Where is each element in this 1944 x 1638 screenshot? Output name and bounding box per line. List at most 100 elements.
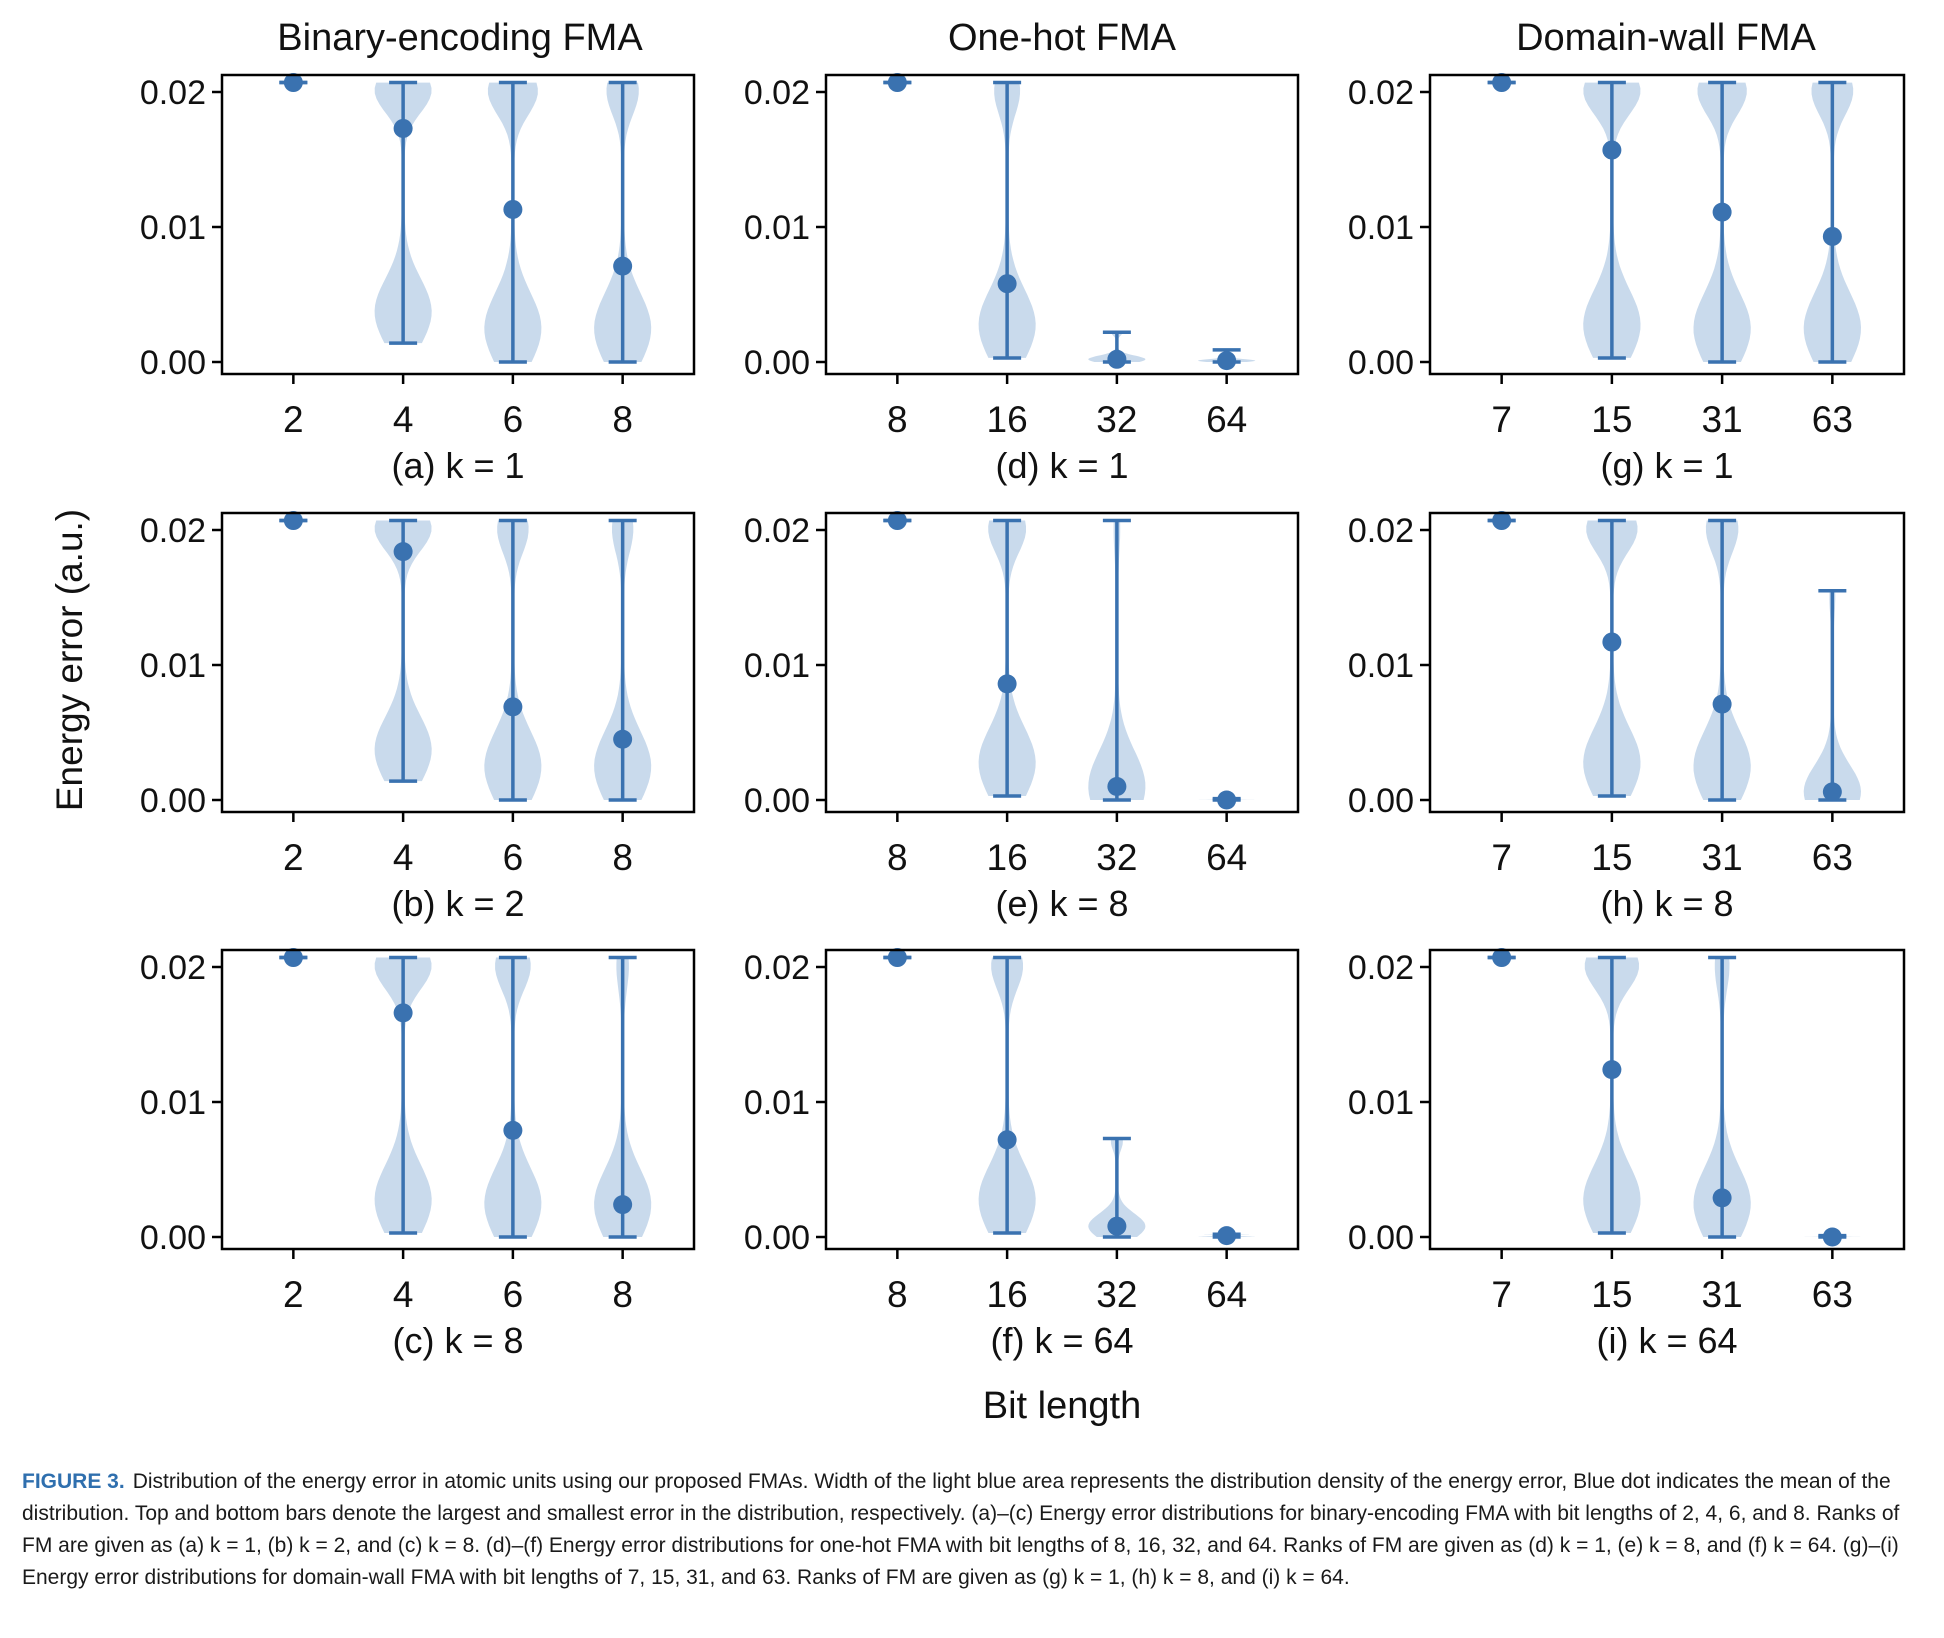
mean-dot xyxy=(503,1120,523,1140)
mean-dot xyxy=(1217,1226,1237,1246)
mean-dot xyxy=(1492,73,1512,93)
y-tick-label: 0.01 xyxy=(1348,1084,1414,1122)
y-tick-label: 0.02 xyxy=(1348,512,1414,550)
x-tick-label: 4 xyxy=(393,1274,414,1315)
x-tick-label: 8 xyxy=(887,837,908,878)
x-tick-label: 4 xyxy=(393,399,414,440)
x-tick-label: 16 xyxy=(987,837,1028,878)
y-tick-label: 0.02 xyxy=(1348,949,1414,987)
mean-dot xyxy=(1822,782,1842,802)
x-tick-label: 63 xyxy=(1812,837,1853,878)
panel-i: 0.00 0.01 0.02 7 15 31 63 (i) k = 64 xyxy=(1348,948,1906,1361)
x-tick-label: 63 xyxy=(1812,1274,1853,1315)
x-tick-label: 8 xyxy=(887,399,908,440)
x-tick-label: 32 xyxy=(1096,837,1137,878)
y-tick-label: 0.00 xyxy=(1348,344,1414,382)
subplot-caption: (g) k = 1 xyxy=(1600,445,1733,486)
x-tick-label: 63 xyxy=(1812,399,1853,440)
column-title-domain-wall: Domain-wall FMA xyxy=(1516,17,1816,59)
x-tick-label: 2 xyxy=(283,837,304,878)
x-tick-label: 2 xyxy=(283,1274,304,1315)
mean-dot xyxy=(1602,632,1622,652)
y-tick-label: 0.02 xyxy=(744,74,810,112)
x-axis-label: Bit length xyxy=(983,1385,1141,1427)
y-tick-label: 0.00 xyxy=(140,1219,206,1257)
x-tick-label: 6 xyxy=(503,837,524,878)
x-tick-label: 6 xyxy=(503,399,524,440)
y-tick-label: 0.01 xyxy=(140,647,206,685)
mean-dot xyxy=(1602,1060,1622,1080)
mean-dot xyxy=(997,274,1017,294)
x-tick-label: 15 xyxy=(1591,399,1632,440)
mean-dot xyxy=(997,1130,1017,1150)
y-tick-label: 0.01 xyxy=(744,1084,810,1122)
axes-frame xyxy=(1428,948,1906,1251)
x-tick-label: 31 xyxy=(1702,399,1743,440)
mean-dot xyxy=(887,948,907,968)
mean-dot xyxy=(1712,202,1732,222)
x-tick-label: 8 xyxy=(887,1274,908,1315)
subplot-caption: (f) k = 64 xyxy=(990,1320,1133,1361)
panel-e: 0.00 0.01 0.02 8 16 32 64 (e) k = 8 xyxy=(744,511,1300,924)
x-tick-label: 31 xyxy=(1702,1274,1743,1315)
x-tick-label: 16 xyxy=(987,399,1028,440)
mean-dot xyxy=(997,674,1017,694)
mean-dot xyxy=(1822,226,1842,246)
mean-dot xyxy=(1492,511,1512,531)
y-axis-label: Energy error (a.u.) xyxy=(49,509,90,811)
y-tick-label: 0.02 xyxy=(140,949,206,987)
axes-frame xyxy=(824,73,1300,376)
axes-frame xyxy=(220,511,696,814)
x-tick-label: 64 xyxy=(1206,399,1247,440)
x-tick-label: 16 xyxy=(987,1274,1028,1315)
y-tick-label: 0.02 xyxy=(744,949,810,987)
subplot-caption: (i) k = 64 xyxy=(1596,1320,1737,1361)
x-tick-label: 15 xyxy=(1591,1274,1632,1315)
x-tick-label: 8 xyxy=(612,1274,633,1315)
x-tick-label: 64 xyxy=(1206,1274,1247,1315)
panels-group: 0.00 0.01 0.02 2 4 6 8 (a) k = 1 0.00 0.01 0.02 8 16… xyxy=(140,73,1906,1361)
axes-frame xyxy=(1428,511,1906,814)
y-tick-label: 0.00 xyxy=(744,1219,810,1257)
mean-dot xyxy=(283,948,303,968)
y-tick-label: 0.00 xyxy=(140,782,206,820)
x-tick-label: 7 xyxy=(1491,1274,1512,1315)
mean-dot xyxy=(887,73,907,93)
mean-dot xyxy=(1822,1227,1842,1247)
x-tick-label: 7 xyxy=(1491,837,1512,878)
y-tick-label: 0.02 xyxy=(140,512,206,550)
y-tick-label: 0.01 xyxy=(744,647,810,685)
mean-dot xyxy=(1492,948,1512,968)
column-title-one-hot: One-hot FMA xyxy=(948,17,1177,59)
x-tick-label: 64 xyxy=(1206,837,1247,878)
y-tick-label: 0.01 xyxy=(1348,647,1414,685)
mean-dot xyxy=(887,511,907,531)
x-tick-label: 8 xyxy=(612,837,633,878)
y-tick-label: 0.01 xyxy=(744,209,810,247)
y-tick-label: 0.02 xyxy=(140,74,206,112)
y-tick-label: 0.00 xyxy=(1348,1219,1414,1257)
subplot-caption: (e) k = 8 xyxy=(995,883,1128,924)
axes-frame xyxy=(1428,73,1906,376)
subplot-caption: (b) k = 2 xyxy=(391,883,524,924)
panel-c: 0.00 0.01 0.02 2 4 6 8 (c) k = 8 xyxy=(140,948,696,1361)
mean-dot xyxy=(393,118,413,138)
mean-dot xyxy=(1217,790,1237,810)
mean-dot xyxy=(613,1195,633,1215)
mean-dot xyxy=(613,729,633,749)
subplot-caption: (h) k = 8 xyxy=(1600,883,1733,924)
x-tick-label: 2 xyxy=(283,399,304,440)
mean-dot xyxy=(503,697,523,717)
mean-dot xyxy=(1107,777,1127,796)
panel-b: 0.00 0.01 0.02 2 4 6 8 (b) k = 2 xyxy=(140,511,696,924)
x-tick-label: 32 xyxy=(1096,1274,1137,1315)
axes-frame xyxy=(220,948,696,1251)
subplot-caption: (c) k = 8 xyxy=(392,1320,523,1361)
x-tick-label: 8 xyxy=(612,399,633,440)
violin-figure: Binary-encoding FMA One-hot FMA Domain-w… xyxy=(49,17,1906,1427)
panel-a: 0.00 0.01 0.02 2 4 6 8 (a) k = 1 xyxy=(140,73,696,486)
caption-text: Distribution of the energy error in atom… xyxy=(22,1470,1900,1589)
y-tick-label: 0.00 xyxy=(140,344,206,382)
y-tick-label: 0.01 xyxy=(140,1084,206,1122)
y-tick-label: 0.00 xyxy=(744,344,810,382)
